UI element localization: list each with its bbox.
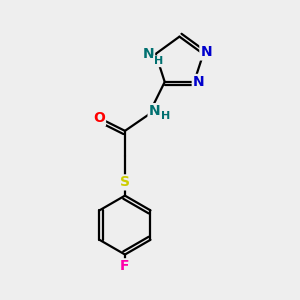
Text: N: N bbox=[142, 47, 154, 61]
Text: N: N bbox=[193, 75, 204, 89]
Text: N: N bbox=[200, 46, 212, 59]
Text: S: S bbox=[120, 176, 130, 189]
Text: N: N bbox=[148, 104, 160, 118]
Text: H: H bbox=[161, 111, 170, 121]
Text: H: H bbox=[154, 56, 163, 66]
Text: O: O bbox=[93, 111, 105, 125]
Text: F: F bbox=[120, 259, 130, 273]
